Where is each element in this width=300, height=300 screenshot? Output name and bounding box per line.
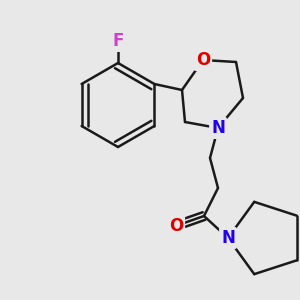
Text: O: O — [196, 51, 210, 69]
Text: F: F — [112, 32, 124, 50]
Text: N: N — [211, 119, 225, 137]
Text: N: N — [221, 229, 235, 247]
Text: O: O — [169, 217, 183, 235]
